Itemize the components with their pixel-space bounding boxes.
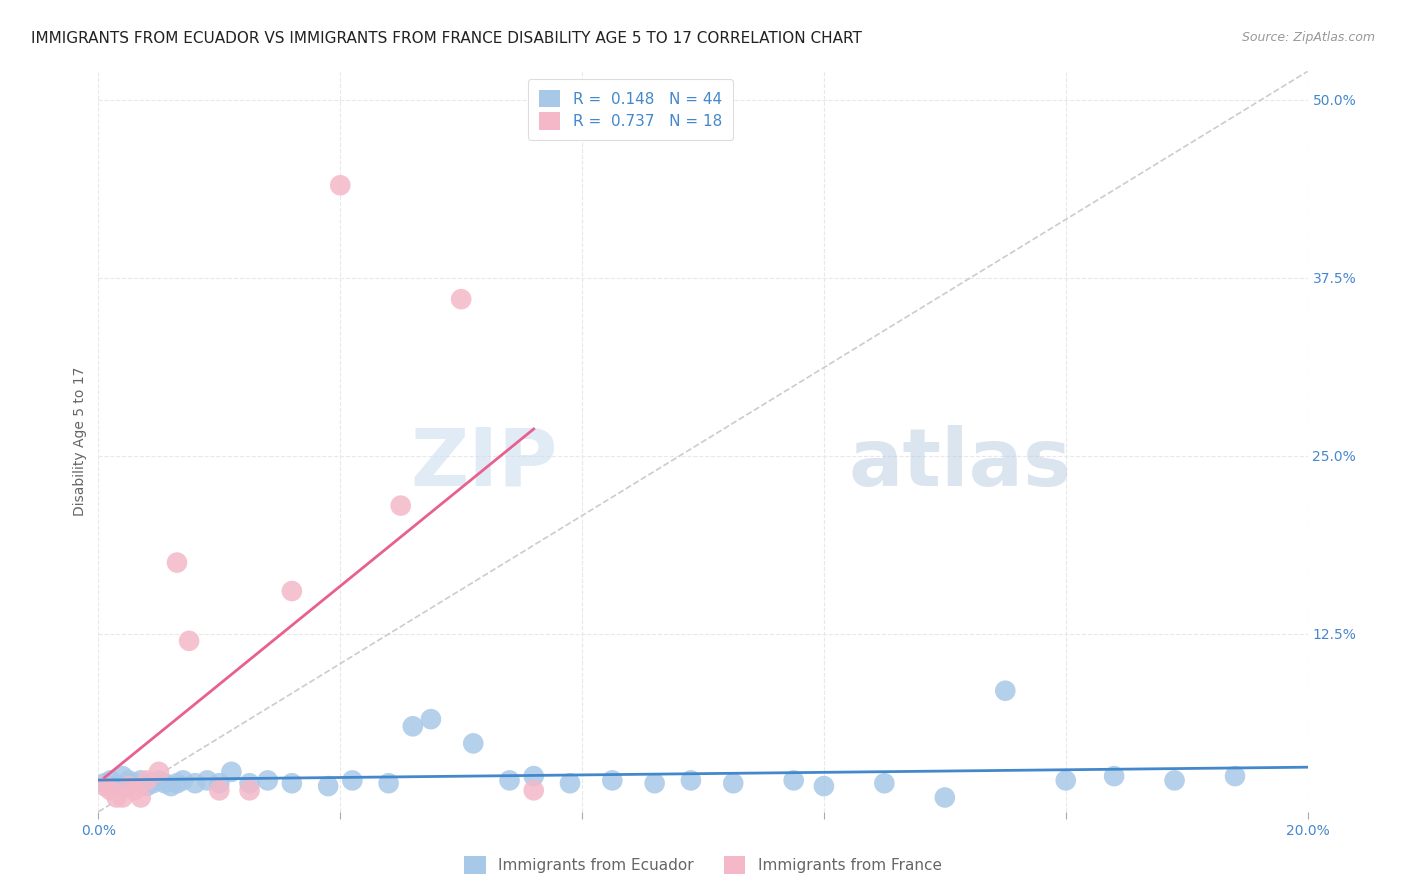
Point — [1163, 773, 1185, 788]
Point — [105, 779, 128, 793]
Point — [679, 773, 702, 788]
Point — [118, 779, 141, 793]
Point — [221, 764, 243, 779]
Point — [111, 769, 134, 783]
Point — [644, 776, 666, 790]
Point — [153, 776, 176, 790]
Point — [873, 776, 896, 790]
Point — [166, 776, 188, 790]
Point — [208, 783, 231, 797]
Point — [118, 773, 141, 788]
Point — [135, 773, 157, 788]
Point — [783, 773, 806, 788]
Point — [450, 292, 472, 306]
Point — [1054, 773, 1077, 788]
Point — [342, 773, 364, 788]
Point — [100, 783, 122, 797]
Point — [498, 773, 520, 788]
Point — [172, 773, 194, 788]
Text: IMMIGRANTS FROM ECUADOR VS IMMIGRANTS FROM FRANCE DISABILITY AGE 5 TO 17 CORRELA: IMMIGRANTS FROM ECUADOR VS IMMIGRANTS FR… — [31, 31, 862, 46]
Point — [166, 556, 188, 570]
Point — [93, 776, 115, 790]
Point — [377, 776, 399, 790]
Legend: R =  0.148   N = 44, R =  0.737   N = 18: R = 0.148 N = 44, R = 0.737 N = 18 — [529, 79, 733, 140]
Point — [256, 773, 278, 788]
Point — [723, 776, 745, 790]
Point — [148, 764, 170, 779]
Point — [105, 790, 128, 805]
Point — [934, 790, 956, 805]
Point — [329, 178, 352, 193]
Point — [148, 773, 170, 788]
Point — [994, 683, 1017, 698]
Point — [463, 736, 485, 750]
Y-axis label: Disability Age 5 to 17: Disability Age 5 to 17 — [73, 367, 87, 516]
Point — [239, 783, 262, 797]
Point — [316, 779, 339, 793]
Point — [129, 773, 152, 788]
Point — [1102, 769, 1125, 783]
Point — [135, 779, 157, 793]
Point — [124, 776, 146, 790]
Point — [813, 779, 835, 793]
Point — [179, 633, 201, 648]
Point — [1223, 769, 1246, 783]
Point — [124, 783, 146, 797]
Point — [195, 773, 218, 788]
Point — [100, 773, 122, 788]
Text: ZIP: ZIP — [411, 425, 558, 503]
Point — [129, 790, 152, 805]
Legend: Immigrants from Ecuador, Immigrants from France: Immigrants from Ecuador, Immigrants from… — [458, 850, 948, 880]
Point — [281, 776, 304, 790]
Point — [523, 783, 546, 797]
Point — [160, 779, 183, 793]
Text: atlas: atlas — [848, 425, 1071, 503]
Point — [402, 719, 425, 733]
Point — [239, 776, 262, 790]
Point — [523, 769, 546, 783]
Point — [558, 776, 581, 790]
Point — [602, 773, 624, 788]
Point — [389, 499, 412, 513]
Point — [118, 779, 141, 793]
Text: Source: ZipAtlas.com: Source: ZipAtlas.com — [1241, 31, 1375, 45]
Point — [93, 779, 115, 793]
Point — [111, 790, 134, 805]
Point — [184, 776, 207, 790]
Point — [142, 776, 165, 790]
Point — [281, 584, 304, 599]
Point — [208, 776, 231, 790]
Point — [420, 712, 443, 726]
